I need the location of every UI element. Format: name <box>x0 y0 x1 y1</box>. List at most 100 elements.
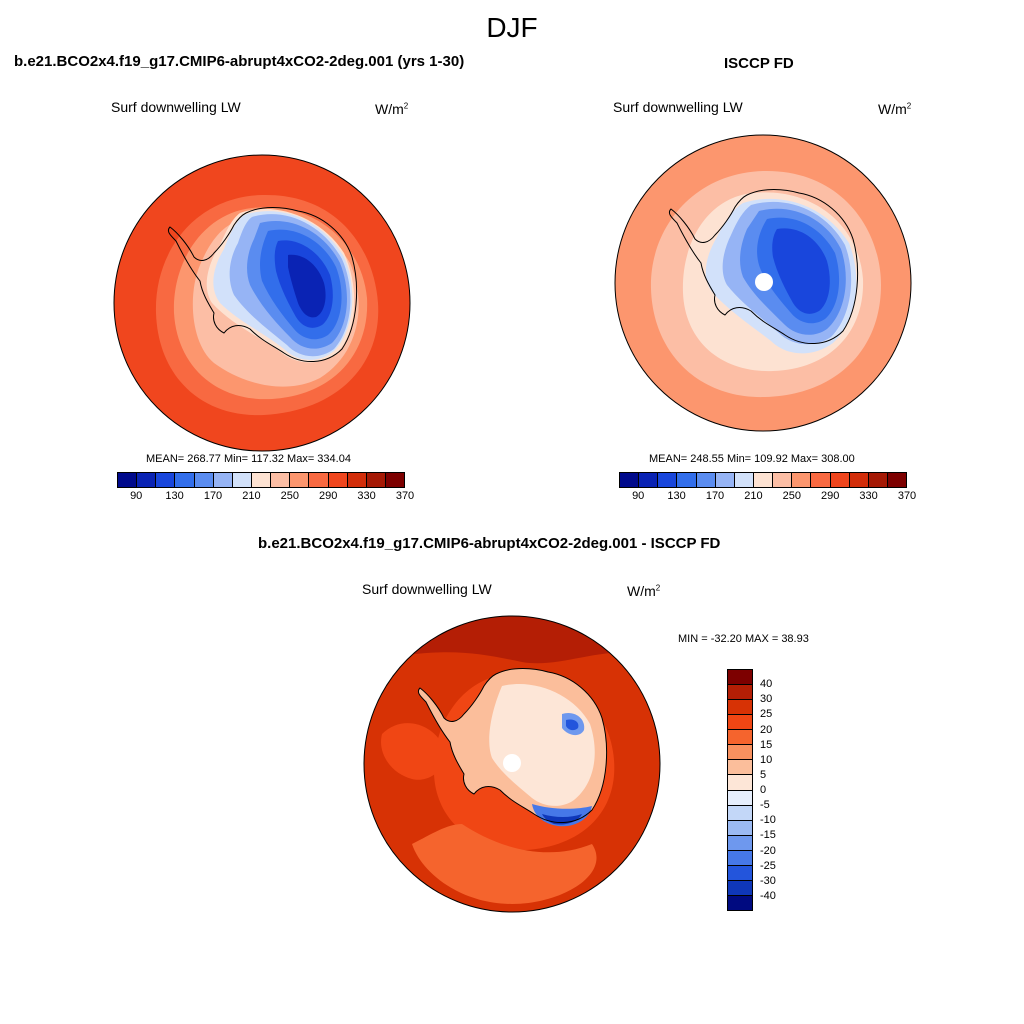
colorbar-cell <box>347 473 367 487</box>
colorbar-cell <box>728 880 752 896</box>
panel-3-variable-label: Surf downwelling LW <box>362 581 492 597</box>
colorbar-cell <box>868 473 888 487</box>
colorbar-tick-label: -10 <box>760 814 776 827</box>
colorbar-cell <box>728 850 752 866</box>
colorbar-cell <box>753 473 774 487</box>
colorbar-tick-label: 130 <box>165 490 184 502</box>
colorbar-cell <box>175 473 195 487</box>
colorbar-tick-label: -15 <box>760 829 776 842</box>
colorbar-cell <box>728 715 752 731</box>
colorbar-cell <box>385 473 405 487</box>
colorbar-tick-label: 170 <box>705 490 725 502</box>
colorbar-cell <box>728 670 752 686</box>
colorbar-cell <box>328 473 348 487</box>
colorbar-cell <box>849 473 869 487</box>
colorbar-tick-label: 210 <box>242 490 261 502</box>
panel-1-colorbar: 90 130 170 210 250 290 330 370 <box>117 472 414 502</box>
colorbar-cell <box>792 473 812 487</box>
colorbar-cell <box>156 473 176 487</box>
panel-1-polar-map <box>113 154 411 452</box>
colorbar-tick-label: 90 <box>130 490 143 502</box>
colorbar-tick-label: 15 <box>760 738 773 751</box>
colorbar-tick-label: 330 <box>357 490 376 502</box>
panel-2-title: ISCCP FD <box>724 55 794 72</box>
colorbar-cell <box>728 790 752 806</box>
colorbar-tick-label: -30 <box>760 874 776 887</box>
colorbar-tick-label: 0 <box>760 784 767 796</box>
colorbar-tick-label: 210 <box>744 490 763 502</box>
colorbar-cell <box>773 473 793 487</box>
colorbar-tick-label: -20 <box>760 844 776 857</box>
colorbar-cell <box>118 473 138 487</box>
panel-1-stats: MEAN= 268.77 Min= 117.32 Max= 334.04 <box>146 453 351 465</box>
colorbar-cell <box>620 473 640 487</box>
colorbar-cell <box>728 685 752 701</box>
colorbar-tick-label: 370 <box>897 490 917 502</box>
colorbar-tick-label: 250 <box>280 490 299 502</box>
colorbar-tick-label: 20 <box>760 723 773 736</box>
panel-3-title: b.e21.BCO2x4.f19_g17.CMIP6-abrupt4xCO2-2… <box>258 535 721 552</box>
panel-3-units-label: W/m2 <box>627 583 661 599</box>
panel-1-units-label: W/m2 <box>375 101 409 117</box>
colorbar-cell <box>728 760 752 776</box>
colorbar-tick-label: 330 <box>859 490 878 502</box>
colorbar-cell <box>887 473 907 487</box>
panel-3-stats: MIN = -32.20 MAX = 38.93 <box>678 633 809 645</box>
colorbar-cell <box>271 473 291 487</box>
colorbar-tick-label: 130 <box>667 490 686 502</box>
colorbar-tick-label: -25 <box>760 859 776 872</box>
panel-2-stats: MEAN= 248.55 Min= 109.92 Max= 308.00 <box>649 453 855 465</box>
colorbar-cell <box>696 473 716 487</box>
antarctica-coastline <box>417 668 608 824</box>
colorbar-cell <box>728 820 752 836</box>
colorbar-cell <box>137 473 157 487</box>
colorbar-cell <box>728 895 752 910</box>
colorbar-cell <box>811 473 831 487</box>
colorbar-tick-label: -40 <box>760 889 776 902</box>
panel-3-colorbar <box>727 669 753 911</box>
colorbar-cell <box>677 473 697 487</box>
panel-1-variable-label: Surf downwelling LW <box>111 99 241 115</box>
colorbar-cell <box>728 865 752 881</box>
colorbar-cell <box>251 473 272 487</box>
figure-title: DJF <box>486 12 538 43</box>
panel-3-polar-map <box>363 615 661 913</box>
polar-hole <box>755 273 773 291</box>
antarctica-coastline <box>167 207 358 363</box>
colorbar-cell <box>639 473 659 487</box>
colorbar-tick-label: 370 <box>395 490 415 502</box>
colorbar-tick-label: 40 <box>760 678 773 691</box>
colorbar-tick-label: 250 <box>782 490 801 502</box>
panel-2-colorbar: 90 130 170 210 250 290 330 370 <box>619 472 916 502</box>
colorbar-cell <box>658 473 678 487</box>
colorbar-cell <box>728 775 752 791</box>
colorbar-cell <box>728 745 752 761</box>
panel-2-variable-label: Surf downwelling LW <box>613 99 743 115</box>
colorbar-cell <box>728 835 752 851</box>
polar-hole <box>503 754 521 772</box>
colorbar-tick-label: -5 <box>760 799 770 812</box>
colorbar-cell <box>290 473 310 487</box>
colorbar-tick-label: 10 <box>760 753 773 766</box>
colorbar-cell <box>213 473 233 487</box>
panel-2-polar-map <box>614 134 912 432</box>
colorbar-tick-label: 290 <box>319 490 338 502</box>
colorbar-cell <box>830 473 850 487</box>
colorbar-tick-label: 5 <box>760 768 767 781</box>
antarctica-coastline <box>668 189 859 345</box>
colorbar-tick-label: 30 <box>760 693 773 706</box>
colorbar-cell <box>715 473 735 487</box>
colorbar-cell <box>728 730 752 746</box>
colorbar-tick-label: 90 <box>632 490 645 502</box>
panel-2-units-label: W/m2 <box>878 101 912 117</box>
colorbar-cell <box>728 805 752 821</box>
colorbar-cell <box>366 473 386 487</box>
colorbar-tick-label: 170 <box>203 490 223 502</box>
colorbar-tick-label: 25 <box>760 708 773 721</box>
colorbar-cell <box>309 473 329 487</box>
colorbar-cell <box>194 473 214 487</box>
panel-3-colorbar-ticks: 40 30 25 20 15 10 5 0 -5 -10 -15 -20 -25 -30 -40 <box>760 669 800 911</box>
colorbar-cell <box>734 473 754 487</box>
colorbar-tick-label: 290 <box>821 490 840 502</box>
colorbar-cell <box>728 700 752 716</box>
